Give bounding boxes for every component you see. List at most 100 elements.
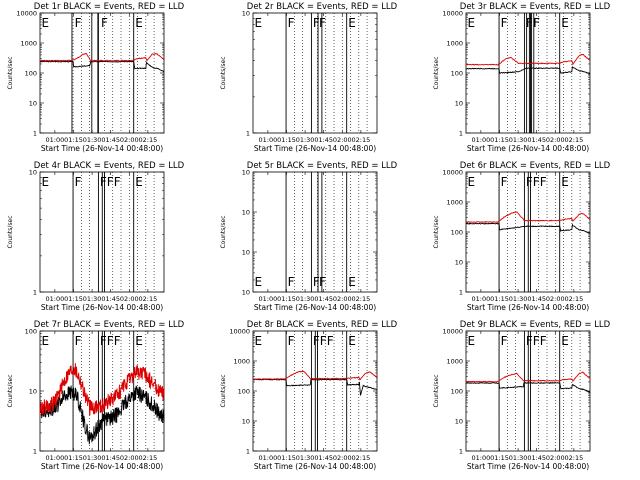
marker-label: FFF bbox=[526, 334, 547, 348]
x-tick-label: 01:00 bbox=[259, 295, 278, 303]
marker-label: F bbox=[319, 16, 326, 30]
x-tick-label: 01:45 bbox=[527, 295, 546, 303]
y-tick-label: 1000 bbox=[446, 358, 463, 366]
x-tick-label: 01:45 bbox=[527, 136, 546, 144]
y-tick-label: 100 bbox=[238, 388, 250, 396]
panel-det-3: Det 3r BLACK = Events, RED = LLD Counts/s… bbox=[433, 2, 611, 153]
x-tick-label: 02:15 bbox=[139, 136, 158, 144]
panel-title: Det 5r BLACK = Events, RED = LLD bbox=[247, 161, 398, 171]
x-tick-label: 02:00 bbox=[333, 136, 352, 144]
marker-label: E bbox=[135, 334, 143, 348]
x-tick-label: 01:30 bbox=[83, 136, 102, 144]
marker-label: E bbox=[255, 275, 263, 289]
marker-label: FFF bbox=[100, 334, 121, 348]
events-series-line bbox=[39, 385, 165, 445]
x-tick-label: 01:00 bbox=[46, 295, 65, 303]
panel-title: Det 3r BLACK = Events, RED = LLD bbox=[460, 2, 611, 12]
marker-label: FFF bbox=[313, 334, 334, 348]
x-tick-label: 02:00 bbox=[546, 295, 565, 303]
x-axis-label: Start Time (26-Nov-14 00:48:00) bbox=[467, 462, 589, 471]
marker-label: F bbox=[101, 16, 108, 30]
x-tick-label: 01:00 bbox=[46, 454, 65, 462]
y-tick-label: 10000 bbox=[16, 10, 37, 18]
x-axis-label: Start Time (26-Nov-14 00:48:00) bbox=[467, 303, 589, 312]
panel-det-4: Det 4r BLACK = Events, RED = LLD Counts/s… bbox=[7, 161, 185, 312]
y-tick-label: 10 bbox=[455, 418, 463, 426]
x-tick-label: 01:30 bbox=[83, 454, 102, 462]
lld-series-line bbox=[465, 53, 591, 66]
x-tick-label: 02:15 bbox=[139, 454, 158, 462]
x-tick-label: 02:00 bbox=[546, 454, 565, 462]
y-tick-label: 10 bbox=[242, 209, 250, 217]
x-tick-label: 01:00 bbox=[472, 136, 491, 144]
y-axis-label: Counts/sec bbox=[433, 374, 440, 407]
y-tick-label: 1 bbox=[459, 289, 463, 297]
marker-label: E bbox=[348, 334, 356, 348]
y-tick-label: 10 bbox=[29, 388, 37, 396]
y-tick-label: 1 bbox=[33, 289, 37, 297]
marker-label: E bbox=[348, 275, 356, 289]
y-tick-label: 1000 bbox=[446, 199, 463, 207]
y-tick-label: 10000 bbox=[229, 328, 250, 336]
marker-label: E bbox=[255, 16, 263, 30]
x-tick-label: 01:15 bbox=[277, 295, 296, 303]
x-tick-label: 01:30 bbox=[296, 454, 315, 462]
y-axis-label: Counts/sec bbox=[220, 56, 227, 89]
panel-title: Det 2r BLACK = Events, RED = LLD bbox=[247, 2, 398, 12]
plot-frame bbox=[252, 171, 378, 293]
marker-label: E bbox=[561, 175, 569, 189]
x-tick-label: 02:00 bbox=[120, 454, 139, 462]
events-series-line bbox=[39, 60, 165, 73]
events-series-line bbox=[465, 381, 591, 393]
y-axis-label: Counts/sec bbox=[7, 56, 14, 89]
x-tick-label: 02:00 bbox=[120, 136, 139, 144]
y-axis-label: Counts/sec bbox=[433, 56, 440, 89]
x-axis-label: Start Time (26-Nov-14 00:48:00) bbox=[467, 144, 589, 153]
y-axis-label: Counts/sec bbox=[7, 215, 14, 248]
events-series-line bbox=[465, 222, 591, 234]
marker-label: E bbox=[468, 334, 476, 348]
x-tick-label: 01:30 bbox=[83, 295, 102, 303]
panel-title: Det 9r BLACK = Events, RED = LLD bbox=[460, 320, 611, 330]
lld-series-line bbox=[465, 371, 591, 383]
x-tick-label: 01:45 bbox=[314, 136, 333, 144]
panel-det-7: Det 7r BLACK = Events, RED = LLD Counts/s… bbox=[7, 320, 185, 471]
x-tick-label: 02:00 bbox=[546, 136, 565, 144]
x-tick-label: 01:30 bbox=[509, 454, 528, 462]
y-tick-label: 10 bbox=[455, 100, 463, 108]
marker-label: E bbox=[42, 175, 50, 189]
y-tick-label: 10 bbox=[242, 289, 250, 297]
x-tick-label: 01:00 bbox=[259, 136, 278, 144]
y-tick-label: 100 bbox=[25, 328, 37, 336]
lld-series-line bbox=[39, 52, 165, 62]
marker-label: E bbox=[468, 175, 476, 189]
y-tick-label: 100 bbox=[451, 388, 463, 396]
y-tick-label: 1 bbox=[246, 130, 250, 138]
x-tick-label: 02:15 bbox=[352, 136, 371, 144]
marker-label: E bbox=[255, 334, 263, 348]
x-tick-label: 02:15 bbox=[352, 454, 371, 462]
x-tick-label: 01:45 bbox=[101, 136, 120, 144]
x-tick-label: 01:15 bbox=[490, 454, 509, 462]
marker-label: E bbox=[135, 175, 143, 189]
marker-label: F bbox=[501, 16, 508, 30]
y-tick-label: 10 bbox=[29, 100, 37, 108]
y-tick-label: 1000 bbox=[20, 40, 37, 48]
y-tick-label: 100 bbox=[25, 70, 37, 78]
panel-det-2: Det 2r BLACK = Events, RED = LLD Counts/s… bbox=[220, 2, 398, 153]
marker-label: F bbox=[313, 275, 320, 289]
y-tick-label: 1 bbox=[459, 448, 463, 456]
marker-label: F bbox=[288, 275, 295, 289]
x-tick-label: 02:15 bbox=[139, 295, 158, 303]
y-tick-label: 10 bbox=[455, 259, 463, 267]
y-tick-label: 1 bbox=[33, 448, 37, 456]
panel-title: Det 8r BLACK = Events, RED = LLD bbox=[247, 320, 398, 330]
x-tick-label: 01:00 bbox=[259, 454, 278, 462]
x-tick-label: 01:00 bbox=[46, 136, 65, 144]
marker-label: F bbox=[75, 16, 82, 30]
marker-label: F bbox=[533, 16, 540, 30]
x-tick-label: 01:30 bbox=[296, 136, 315, 144]
x-tick-label: 01:00 bbox=[472, 454, 491, 462]
x-tick-label: 01:00 bbox=[472, 295, 491, 303]
y-tick-label: 10000 bbox=[442, 169, 463, 177]
